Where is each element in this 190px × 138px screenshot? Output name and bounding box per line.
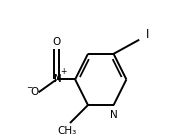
Text: I: I xyxy=(146,28,150,41)
Text: +: + xyxy=(60,67,67,76)
Text: N: N xyxy=(54,75,62,84)
Text: CH₃: CH₃ xyxy=(57,126,76,136)
Text: O: O xyxy=(31,87,39,97)
Text: −: − xyxy=(26,83,32,92)
Text: O: O xyxy=(52,37,61,47)
Text: N: N xyxy=(110,110,117,120)
